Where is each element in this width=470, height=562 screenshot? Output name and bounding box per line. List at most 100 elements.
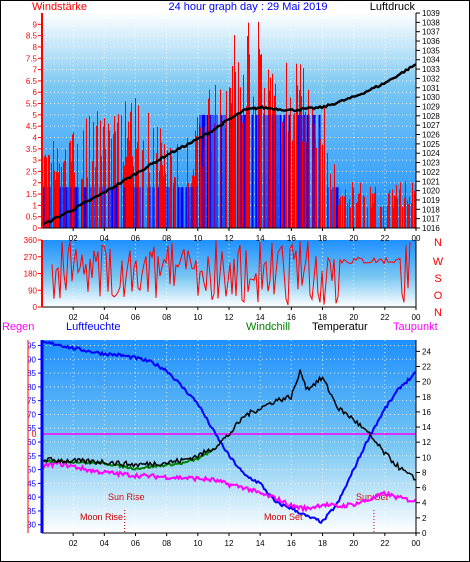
x-tick-label: 18 — [318, 313, 327, 322]
legend-temperatur: Temperatur — [312, 321, 368, 333]
label-windstaerke: Windstärke — [32, 1, 87, 13]
x-tick-label: 20 — [349, 313, 358, 322]
tick-label-humidity: 50 — [27, 466, 36, 475]
x-tick-label: 14 — [256, 539, 265, 548]
direction-letter: N — [434, 237, 442, 249]
tick-label-temperature: 8 — [422, 468, 427, 477]
tick-label-wind: 2 — [33, 179, 38, 188]
direction-letter: W — [433, 256, 444, 268]
x-tick-label: 16 — [287, 313, 296, 322]
tick-label-wind: 9 — [33, 20, 38, 29]
dewpoint-line — [41, 460, 417, 513]
x-tick-label: 00 — [412, 539, 421, 548]
tick-label-pressure: 1036 — [422, 37, 440, 46]
x-tick-label: 22 — [380, 234, 389, 243]
tick-label-pressure: 1018 — [422, 205, 440, 214]
x-tick-label: 06 — [131, 539, 140, 548]
tick-label-humidity: 55 — [27, 452, 36, 461]
tick-label-direction: 360 — [24, 236, 38, 245]
tick-label-pressure: 1024 — [422, 149, 440, 158]
tick-label-pressure: 1019 — [422, 196, 440, 205]
x-tick-label: 12 — [225, 234, 234, 243]
x-tick-label: 02 — [69, 234, 78, 243]
tick-label-direction: 270 — [24, 253, 38, 262]
tick-label-direction: 90 — [28, 286, 37, 295]
pressure-line — [41, 63, 417, 227]
tick-label-pressure: 1030 — [422, 93, 440, 102]
tick-label-humidity: 85 — [27, 369, 36, 378]
x-tick-label: 20 — [349, 234, 358, 243]
direction-letter: N — [434, 307, 442, 319]
x-tick-label: 10 — [193, 234, 202, 243]
tick-label-humidity: 35 — [27, 507, 36, 516]
x-tick-label: 14 — [256, 234, 265, 243]
wind-direction-line — [51, 240, 411, 306]
annotation-moon-set: Moon Set — [264, 512, 303, 522]
tick-label-direction: 0 — [33, 303, 38, 312]
annotation-moon-rise: Moon Rise — [80, 512, 123, 522]
tick-label-pressure: 1028 — [422, 112, 440, 121]
x-tick-label: 18 — [318, 234, 327, 243]
x-tick-label: 02 — [69, 539, 78, 548]
x-tick-label: 04 — [100, 539, 109, 548]
tick-label-wind: 6.5 — [26, 77, 38, 86]
x-tick-label: 22 — [380, 313, 389, 322]
tick-label-pressure: 1029 — [422, 102, 440, 111]
tick-label-pressure: 1021 — [422, 177, 440, 186]
x-tick-label: 04 — [100, 313, 109, 322]
tick-label-temperature: 12 — [422, 438, 431, 447]
tick-label-wind: 7 — [33, 66, 38, 75]
tick-label-wind: 3 — [33, 156, 38, 165]
legend-taupunkt: Taupunkt — [393, 321, 438, 333]
x-tick-label: 08 — [162, 313, 171, 322]
x-tick-label: 16 — [287, 539, 296, 548]
tick-label-wind: 8 — [33, 43, 38, 52]
tick-label-humidity: 80 — [27, 383, 36, 392]
x-tick-label: 18 — [318, 539, 327, 548]
tick-label-temperature: 20 — [422, 378, 431, 387]
x-tick-label: 02 — [69, 313, 78, 322]
x-tick-label: 06 — [131, 313, 140, 322]
tick-label-pressure: 1017 — [422, 215, 440, 224]
tick-label-pressure: 1035 — [422, 46, 440, 55]
tick-label-wind: 2.5 — [26, 167, 38, 176]
tick-label-humidity: 30 — [27, 521, 36, 530]
legend-luftfeuchte: Luftfeuchte — [66, 321, 120, 333]
tick-label-pressure: 1020 — [422, 187, 440, 196]
tick-label-pressure: 1022 — [422, 168, 440, 177]
tick-label-pressure: 1025 — [422, 140, 440, 149]
x-tick-label: 12 — [225, 539, 234, 548]
tick-label-temperature: 6 — [422, 484, 427, 493]
tick-label-wind: 1.5 — [26, 190, 38, 199]
x-tick-label: 12 — [225, 313, 234, 322]
tick-label-wind: 4.5 — [26, 122, 38, 131]
tick-label-pressure: 1038 — [422, 18, 440, 27]
tick-label-pressure: 1023 — [422, 159, 440, 168]
x-tick-label: 14 — [256, 313, 265, 322]
tick-label-humidity: 65 — [27, 424, 36, 433]
tick-label-wind: 5.5 — [26, 100, 38, 109]
label-luftdruck: Luftdruck — [370, 1, 416, 13]
tick-label-temperature: 2 — [422, 514, 427, 523]
tick-label-humidity: 95 — [27, 342, 36, 351]
tick-label-direction: 180 — [24, 270, 38, 279]
tick-label-humidity: 90 — [27, 355, 36, 364]
x-tick-label: 04 — [100, 234, 109, 243]
tick-label-pressure: 1027 — [422, 121, 440, 130]
x-tick-label: 16 — [287, 234, 296, 243]
tick-label-humidity: 75 — [27, 397, 36, 406]
x-tick-label: 10 — [193, 539, 202, 548]
tick-label-pressure: 1039 — [422, 9, 440, 18]
legend-windchill: Windchill — [246, 321, 290, 333]
x-tick-label: 20 — [349, 539, 358, 548]
tick-label-humidity: 70 — [27, 410, 36, 419]
tick-label-pressure: 1033 — [422, 65, 440, 74]
tick-label-pressure: 1016 — [422, 224, 440, 233]
chart-title: 24 hour graph day : 29 Mai 2019 — [168, 1, 327, 13]
tick-label-wind: 8.5 — [26, 32, 38, 41]
tick-label-wind: 3.5 — [26, 145, 38, 154]
rain-value-label: 0 — [31, 429, 36, 439]
tick-label-temperature: 16 — [422, 408, 431, 417]
tick-label-wind: 1 — [33, 201, 38, 210]
